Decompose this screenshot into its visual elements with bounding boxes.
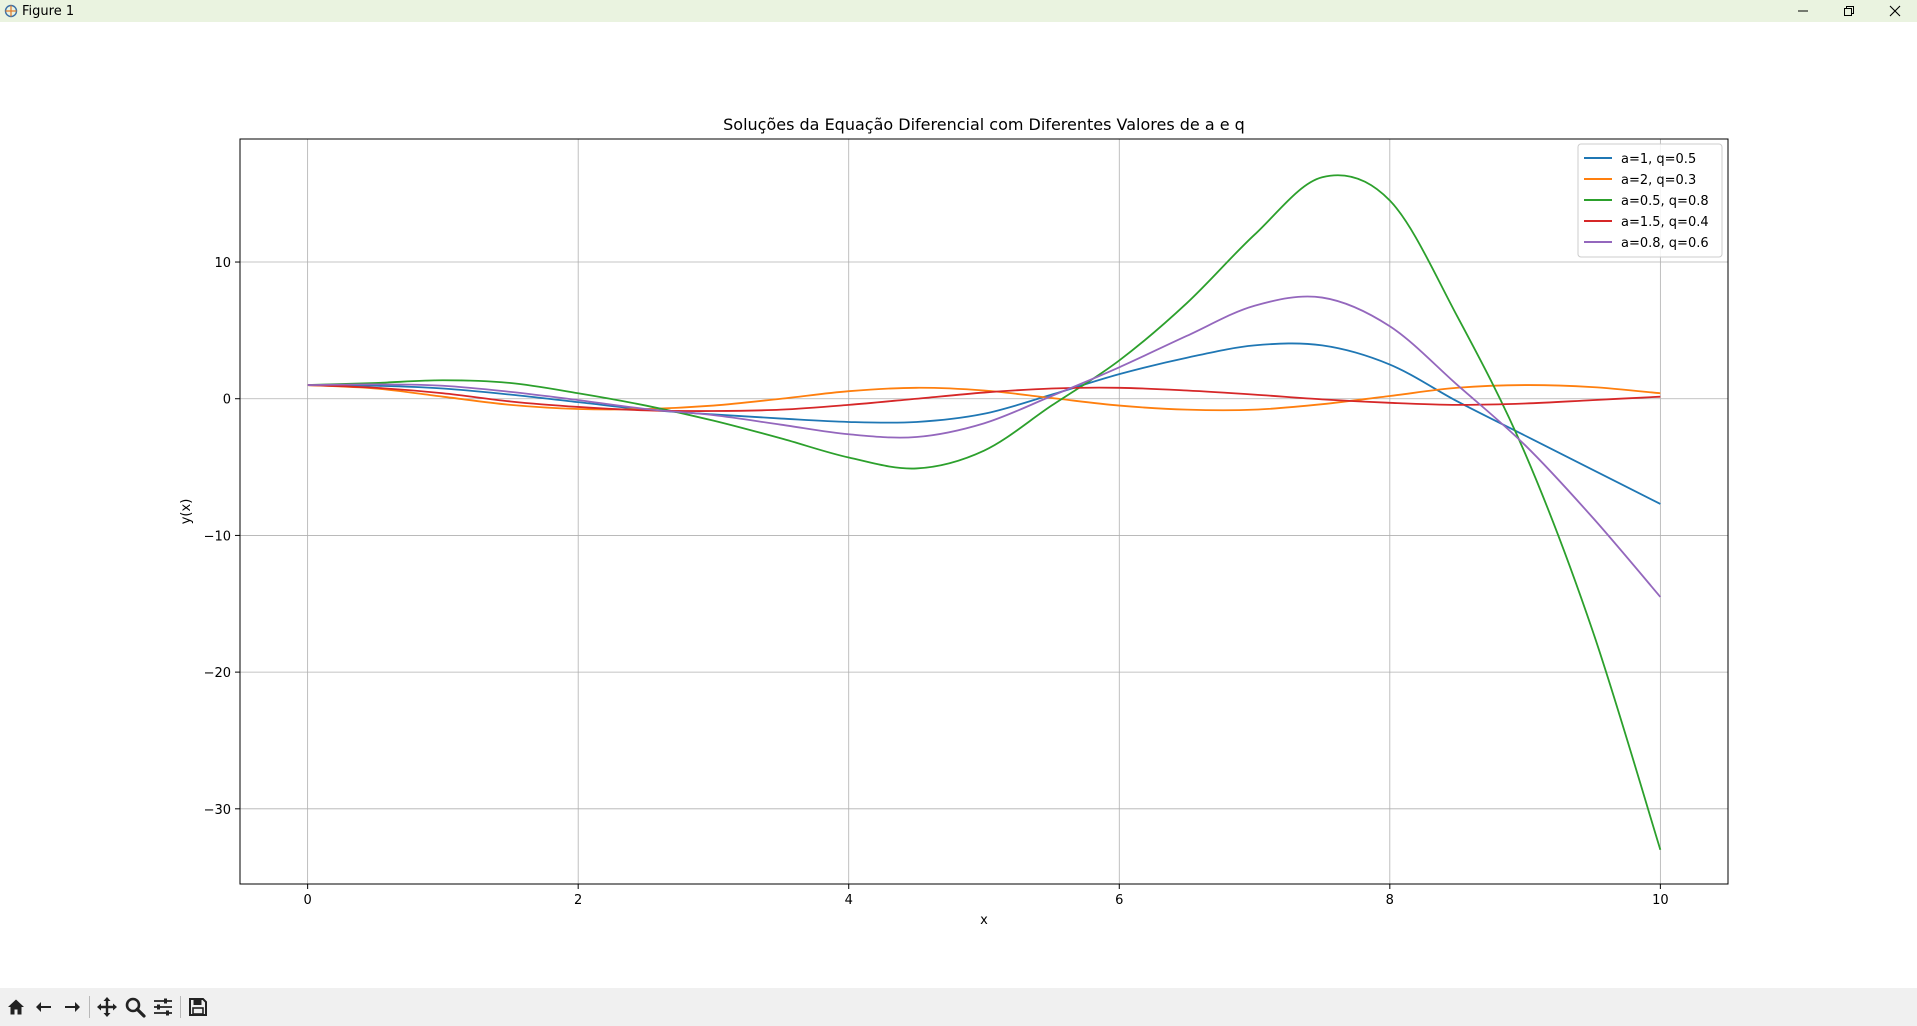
navigation-toolbar [0,988,1917,1026]
save-icon[interactable] [184,992,212,1022]
legend-label-4: a=1.5, q=0.4 [1621,215,1709,230]
minimize-icon[interactable] [1780,0,1826,22]
y-tick-label: −10 [204,529,231,544]
back-arrow-icon[interactable] [30,992,58,1022]
legend-label-1: a=1, q=0.5 [1621,152,1696,167]
line-chart: 0 2 4 6 8 10 −30 −20 −10 0 10 Soluções da Equação D… [179,115,1729,928]
legend-label-2: a=2, q=0.3 [1621,173,1696,188]
legend-box [1577,143,1723,258]
legend-label-5: a=0.8, q=0.6 [1621,236,1709,251]
x-tick-label: 6 [1115,893,1123,908]
plot-area [240,139,1728,884]
y-tick-label: −30 [204,803,231,818]
y-axis-label: y(x) [179,499,194,525]
configure-subplots-icon[interactable] [149,992,177,1022]
home-icon[interactable] [2,992,30,1022]
figure-canvas[interactable]: 0 2 4 6 8 10 −30 −20 −10 0 10 Soluções da Equação D… [0,22,1917,988]
chart-title: Soluções da Equação Diferencial com Dife… [723,115,1245,134]
x-tick-label: 8 [1386,893,1394,908]
series-line-3 [307,174,1662,851]
toolbar-separator [89,996,90,1018]
legend-label-3: a=0.5, q=0.8 [1621,194,1709,209]
window-titlebar: Figure 1 [0,0,1917,22]
y-tick-label: 0 [223,393,231,408]
pan-icon[interactable] [93,992,121,1022]
toolbar-separator [180,996,181,1018]
axes-frame [239,138,1729,885]
restore-icon[interactable] [1826,0,1872,22]
x-tick-label: 0 [303,893,311,908]
y-tick-label: 10 [214,256,231,271]
app-icon [3,3,19,19]
forward-arrow-icon[interactable] [58,992,86,1022]
x-axis-label: x [980,913,988,928]
window-title: Figure 1 [22,3,75,19]
series-line-4 [307,384,1661,412]
zoom-icon[interactable] [121,992,149,1022]
x-tick-label: 10 [1652,893,1669,908]
x-tick-label: 2 [574,893,582,908]
series-line-5 [307,295,1662,598]
x-tick-label: 4 [845,893,853,908]
y-tick-label: −20 [204,666,231,681]
series-line-2 [307,384,1661,412]
close-icon[interactable] [1872,0,1917,22]
